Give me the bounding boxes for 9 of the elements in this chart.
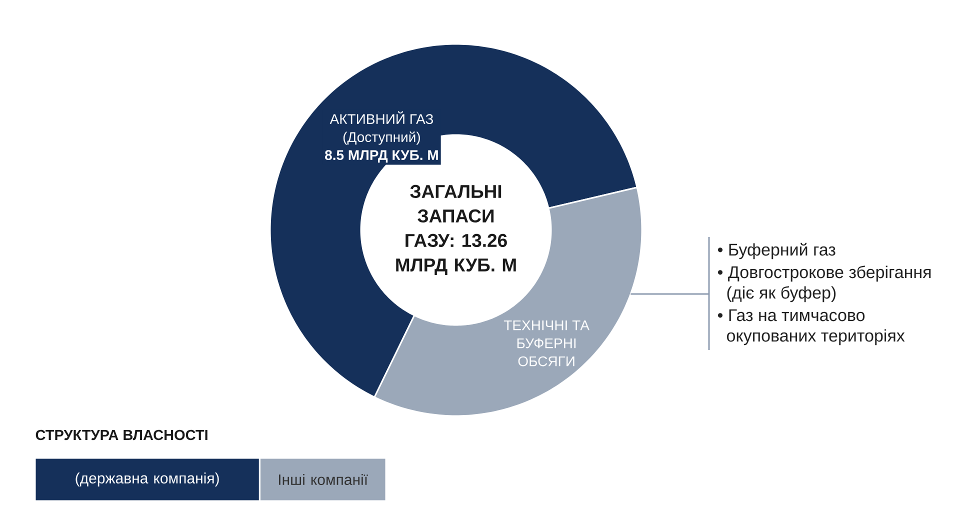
text: ЗАГАЛЬНІ ЗАПАСИ ГАЗУ: 13.26 МЛРД КУБ. М	[396, 184, 516, 276]
slice-label: ТЕХНІЧНІ ТА БУФЕРНІ ОБСЯГИ	[504, 320, 590, 366]
text: • Буферний газ	[718, 242, 836, 260]
text: • Довгострокове зберігання (діє як буфер)	[718, 266, 931, 302]
slice-label: АКТИВНИЙ ГАЗ (Доступний) 8.5 МЛРД КУБ. М	[325, 111, 438, 163]
series-label: Інші компанії	[278, 474, 368, 485]
chart-title: СТРУКТУРА ВЛАСНОСТІ	[36, 430, 208, 440]
series-label: (державна компанія)	[76, 472, 219, 486]
text: • Газ на тимчасово окупованих територіях	[718, 309, 905, 346]
